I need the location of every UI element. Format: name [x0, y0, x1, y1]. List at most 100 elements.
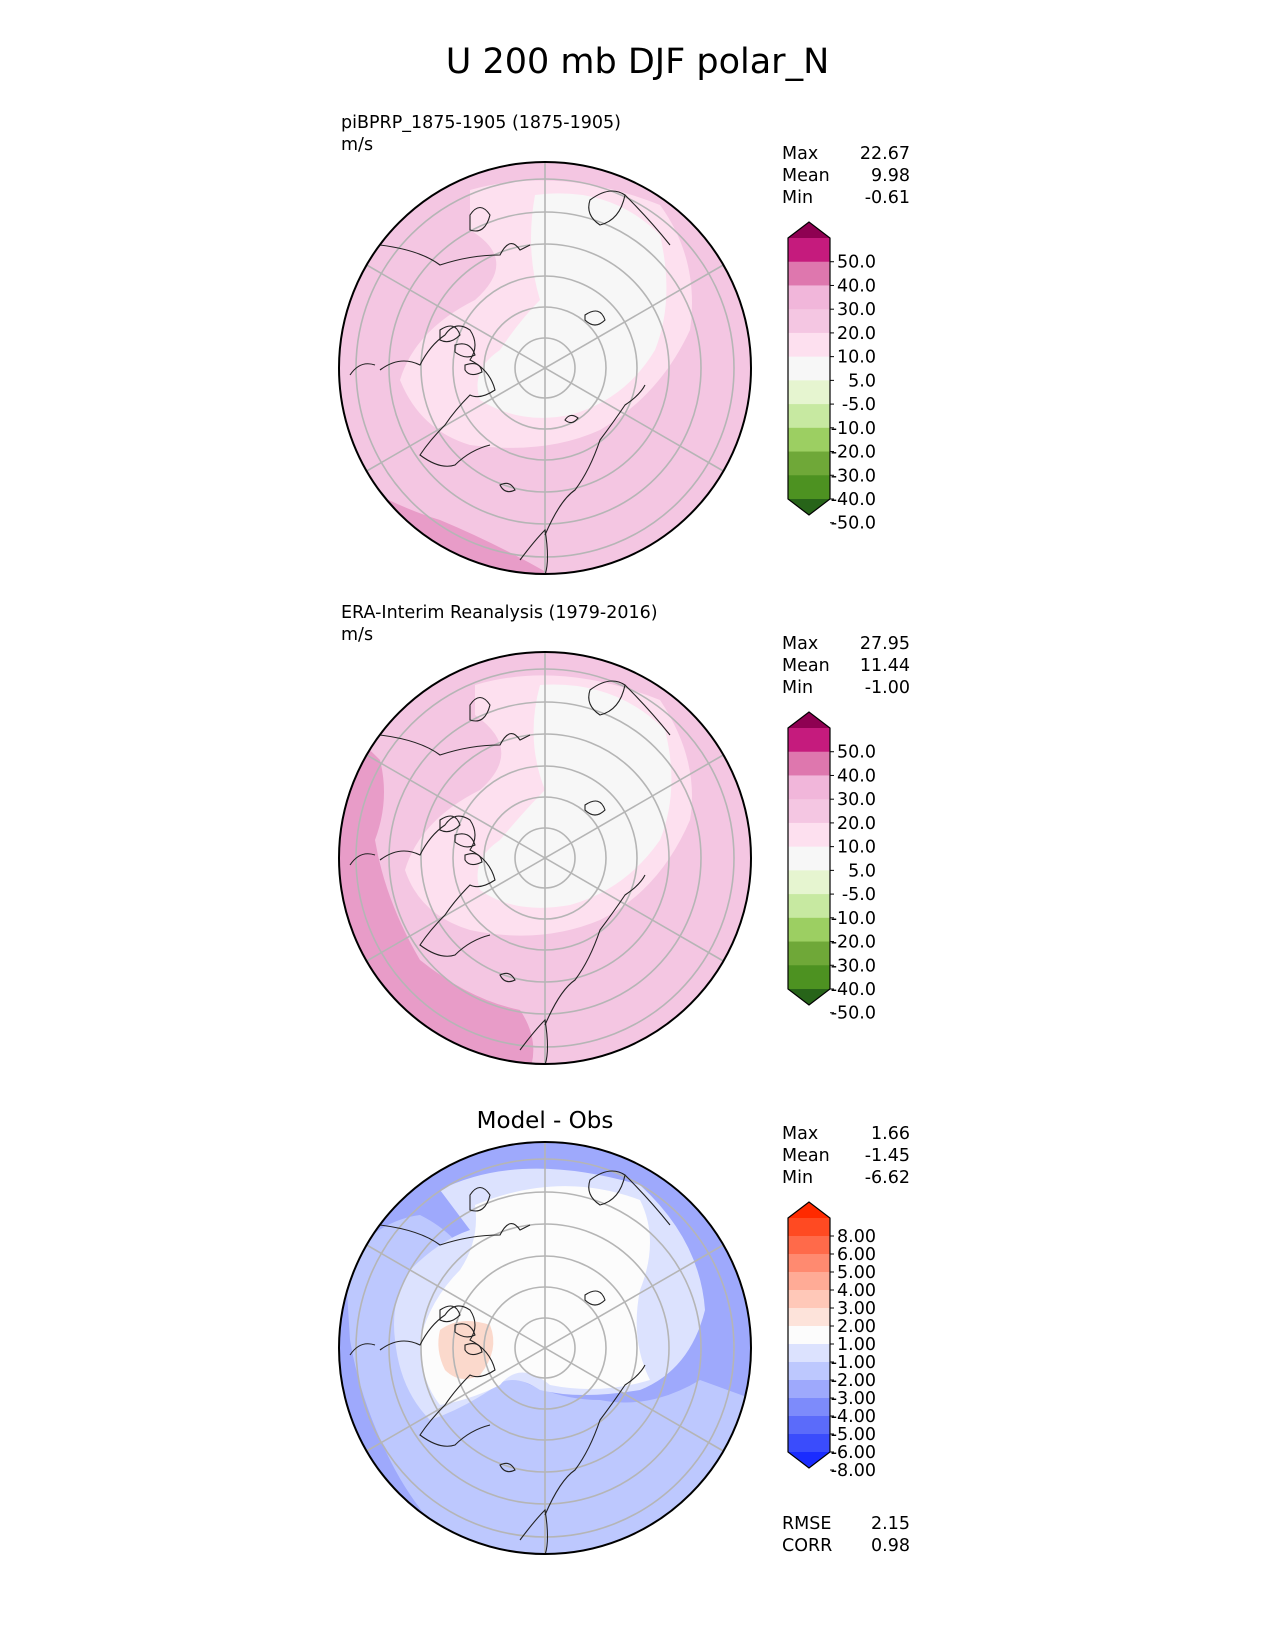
- colorbar-tick-label: 3.00: [837, 1299, 876, 1319]
- stat-min-value: -6.62: [864, 1168, 910, 1188]
- colorbar-swatch: [788, 475, 830, 500]
- colorbar-tick-label: 1.00: [837, 1335, 876, 1355]
- colorbar-tick-label: -4.00: [831, 1407, 876, 1427]
- colorbar-tick-label: 20.0: [837, 324, 876, 344]
- stat-mean-value: -1.45: [864, 1146, 910, 1166]
- colorbar-extend-min: [788, 989, 830, 1005]
- stat-min-value: -1.00: [864, 678, 910, 698]
- stat-label: Max: [782, 144, 819, 164]
- panel-test-title: piBPRP_1875-1905 (1875-1905): [341, 113, 621, 133]
- stat-label: Max: [782, 1124, 819, 1144]
- stat-max-value: 1.66: [871, 1124, 910, 1144]
- colorbar-tick-label: 5.00: [837, 1263, 876, 1283]
- panel-test-stats: Max 22.67 Mean 9.98 Min -0.61: [782, 143, 910, 209]
- colorbar-tick-label: -40.0: [831, 980, 876, 1000]
- colorbar-swatch: [788, 1272, 830, 1291]
- colorbar-tick-label: 40.0: [837, 766, 876, 786]
- panel-ref-stats: Max 27.95 Mean 11.44 Min -1.00: [782, 633, 910, 699]
- colorbar-tick-label: 30.0: [837, 790, 876, 810]
- colorbar-swatch: [788, 1308, 830, 1327]
- stat-label: Min: [782, 1168, 814, 1188]
- colorbar-tick-label: 5.0: [848, 371, 876, 391]
- colorbar-tick-label: -5.0: [842, 885, 876, 905]
- coastlines: [349, 1170, 671, 1554]
- colorbar-swatch: [788, 894, 830, 919]
- panel-diff-title: Model - Obs: [476, 1108, 614, 1134]
- field-region-20-30: [339, 720, 534, 1064]
- colorbar-swatch: [788, 285, 830, 310]
- colorbar-tick-label: -6.00: [831, 1443, 876, 1463]
- colorbar-tick-label: 50.0: [837, 743, 876, 763]
- colorbar-swatch: [788, 1362, 830, 1381]
- colorbar-swatch: [788, 1380, 830, 1399]
- colorbar-tick-label: 20.0: [837, 814, 876, 834]
- map-boundary: [338, 651, 752, 1065]
- colorbar-swatch: [788, 404, 830, 429]
- colorbar-tick-label: -50.0: [831, 514, 876, 534]
- colorbar-tick-label: -1.00: [831, 1353, 876, 1373]
- stat-label: Min: [782, 188, 814, 208]
- colorbar-tick-label: -20.0: [831, 443, 876, 463]
- colorbar-test: 50.0 40.0 30.0 20.0 10.0 5.0 -5.0 -10.0 -20.0 -30…: [787, 221, 876, 534]
- colorbar-tick-label: 2.00: [837, 1317, 876, 1337]
- field-region-near-zero: [477, 684, 672, 908]
- stat-label: Mean: [782, 1146, 830, 1166]
- stat-min-value: -0.61: [864, 188, 910, 208]
- stat-max-value: 27.95: [859, 634, 910, 654]
- colorbar-swatch: [788, 1398, 830, 1417]
- stat-max-value: 22.67: [859, 144, 910, 164]
- colorbar-swatch: [788, 965, 830, 990]
- colorbar-extend-min: [788, 499, 830, 515]
- colorbar-swatch: [788, 1290, 830, 1309]
- colorbar-extend-max: [788, 1202, 830, 1218]
- panel-diff-metrics: RMSE 2.15 CORR 0.98: [782, 1513, 910, 1557]
- colorbar-tick-label: -3.00: [831, 1389, 876, 1409]
- colorbar-swatch: [788, 1218, 830, 1237]
- colorbar-swatch: [788, 870, 830, 895]
- colorbar-swatch: [788, 1434, 830, 1453]
- metric-label: CORR: [782, 1536, 833, 1556]
- panel-diff-stats: Max 1.66 Mean -1.45 Min -6.62: [782, 1123, 910, 1189]
- coastlines: [349, 190, 671, 574]
- colorbar-swatch: [788, 380, 830, 405]
- metric-rmse-value: 2.15: [871, 1514, 910, 1534]
- colorbar-tick-label: -5.0: [842, 395, 876, 415]
- colorbar-tick-label: -30.0: [831, 466, 876, 486]
- colorbar-tick-label: -50.0: [831, 1004, 876, 1024]
- colorbar-ref: 50.0 40.0 30.0 20.0 10.0 5.0 -5.0 -10.0 -20.0 -30…: [787, 711, 876, 1024]
- colorbar-tick-label: -30.0: [831, 956, 876, 976]
- colorbar-tick-label: -8.00: [831, 1461, 876, 1481]
- stat-label: Mean: [782, 166, 830, 186]
- colorbar-extend-min: [788, 1452, 830, 1468]
- colorbar-swatch: [788, 451, 830, 476]
- colorbar-swatch: [788, 309, 830, 334]
- colorbar-tick-label: 8.00: [837, 1227, 876, 1247]
- map-diff: [338, 1141, 752, 1555]
- panel-ref-units: m/s: [341, 625, 374, 645]
- colorbar-tick-label: 4.00: [837, 1281, 876, 1301]
- metric-label: RMSE: [782, 1514, 832, 1534]
- map-ref: [338, 651, 752, 1065]
- colorbar-swatch: [788, 427, 830, 453]
- figure-title: U 200 mb DJF polar_N: [445, 42, 830, 82]
- colorbar-swatch: [788, 1416, 830, 1435]
- stat-label: Max: [782, 634, 819, 654]
- colorbar-tick-label: -5.00: [831, 1425, 876, 1445]
- colorbar-swatch: [788, 728, 830, 753]
- colorbar-extend-max: [788, 712, 830, 728]
- colorbar-swatch: [788, 1254, 830, 1273]
- colorbar-tick-label: -10.0: [831, 419, 876, 439]
- map-test: [338, 161, 752, 575]
- colorbar-swatch: [788, 917, 830, 943]
- colorbar-tick-label: 10.0: [837, 838, 876, 858]
- graticule: [355, 1142, 735, 1554]
- coastlines: [349, 680, 671, 1064]
- colorbar-swatch: [788, 799, 830, 824]
- colorbar-swatch: [788, 775, 830, 800]
- colorbar-swatch: [788, 332, 830, 358]
- colorbar-diff: 8.006.005.004.003.002.001.00-1.00-2.00-3…: [787, 1201, 876, 1481]
- stat-mean-value: 11.44: [859, 656, 910, 676]
- colorbar-swatch: [788, 846, 830, 871]
- metric-corr-value: 0.98: [871, 1536, 910, 1556]
